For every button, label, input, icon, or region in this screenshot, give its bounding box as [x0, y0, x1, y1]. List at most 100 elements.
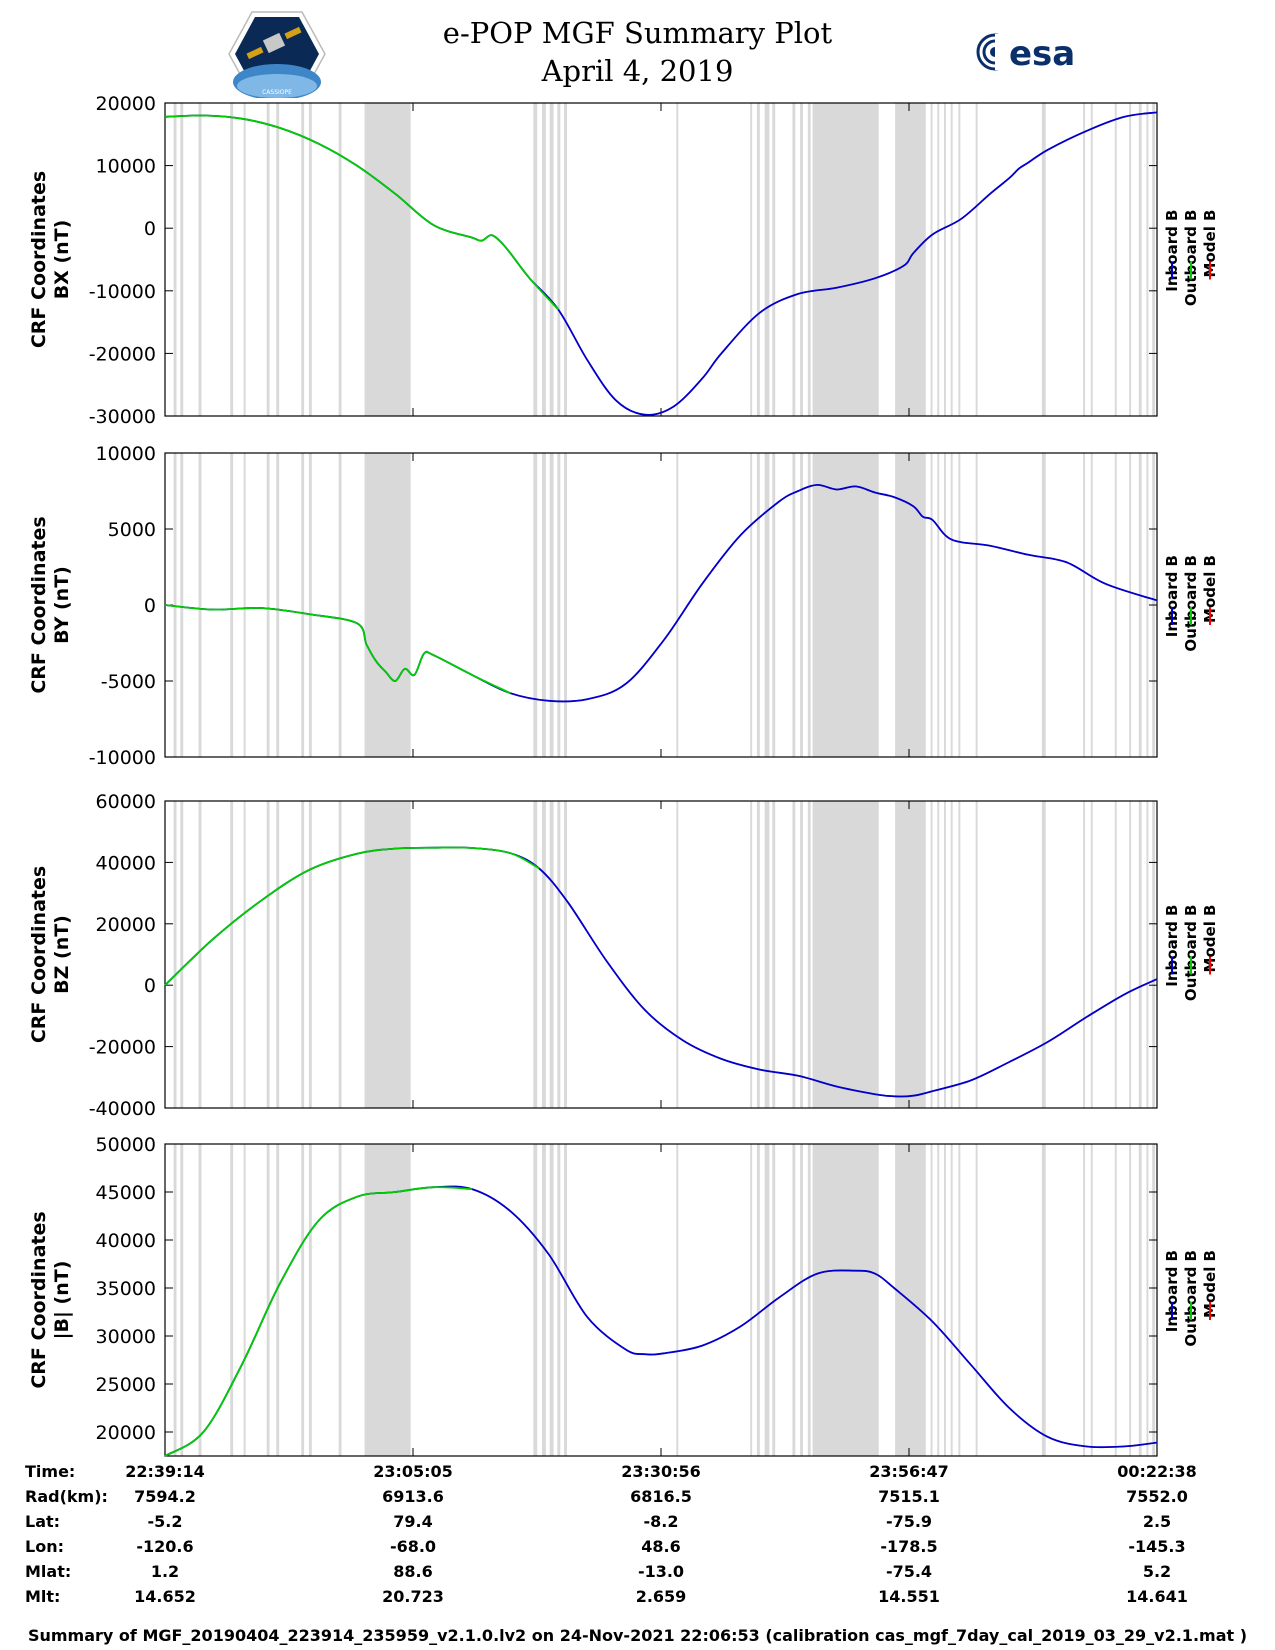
data-gap-band: [1090, 1144, 1093, 1456]
legend-label: Model B: [1201, 210, 1219, 278]
data-gap-band: [676, 103, 679, 416]
data-gap-band: [812, 103, 879, 416]
data-gap-band: [800, 1144, 803, 1456]
data-gap-band: [230, 103, 234, 416]
data-gap-band: [800, 801, 803, 1108]
data-gap-band: [750, 801, 753, 1108]
y-axis-label-line-1: CRF Coordinates: [28, 516, 50, 693]
info-cell: 14.551: [878, 1587, 940, 1606]
data-gap-band: [266, 103, 270, 416]
data-gap-band: [230, 801, 234, 1108]
info-cell: -13.0: [637, 1562, 685, 1581]
info-cell: -75.9: [885, 1512, 933, 1531]
data-gap-band: [243, 453, 246, 757]
info-row-label: Lat:: [25, 1512, 61, 1531]
data-gap-band: [276, 1144, 280, 1456]
info-row-label: Lon:: [25, 1537, 64, 1556]
data-gap-band: [812, 1144, 879, 1456]
info-cell: 7552.0: [1126, 1487, 1188, 1506]
info-row-label: Mlt:: [25, 1587, 61, 1606]
legend-label: Inboard B: [1163, 555, 1181, 637]
plot-frame: [164, 1143, 1158, 1457]
data-gap-band: [1129, 1144, 1132, 1456]
data-gap-band: [266, 801, 270, 1108]
info-cell: -75.4: [885, 1562, 933, 1581]
data-gap-band: [198, 453, 202, 757]
series-model-line: [164, 111, 1158, 416]
info-cell: 48.6: [641, 1537, 681, 1556]
y-tick-label: 40000: [96, 852, 156, 874]
series-inboard-line: [164, 111, 1158, 416]
data-gap-band: [301, 103, 305, 416]
y-axis-label-line-2: BX (nT): [51, 220, 73, 300]
cassiope-logo: CASSIOPE: [228, 11, 326, 98]
data-gap-band: [930, 1144, 933, 1456]
data-gap-band: [301, 1144, 305, 1456]
info-cell: 20.723: [382, 1587, 444, 1606]
data-gap-band: [364, 103, 411, 416]
y-tick-label: 20000: [96, 914, 156, 936]
legend: Inboard B Outboard B Model B: [1163, 1250, 1219, 1347]
y-tick-label: 60000: [96, 791, 156, 813]
y-tick-label: 50000: [96, 1134, 156, 1156]
data-gap-band: [198, 801, 202, 1108]
info-cell: 6816.5: [630, 1487, 692, 1506]
info-row-label: Rad(km):: [25, 1487, 108, 1506]
info-cell: 00:22:38: [1117, 1462, 1197, 1481]
legend-label: Inboard B: [1163, 1250, 1181, 1332]
data-gap-band: [756, 1144, 760, 1456]
data-gap-band: [198, 1144, 202, 1456]
series-outboard-line: [164, 114, 559, 311]
data-gap-band: [338, 1144, 342, 1456]
y-tick-label: 0: [144, 218, 156, 240]
data-gap-band: [930, 453, 933, 757]
title-line-1: e-POP MGF Summary Plot: [442, 16, 833, 50]
data-gap-band: [180, 103, 184, 416]
legend-label: Inboard B: [1163, 210, 1181, 292]
data-gap-band: [800, 103, 803, 416]
data-gap-band: [764, 103, 768, 416]
data-gap-band: [1146, 453, 1149, 757]
info-cell: 6913.6: [382, 1487, 444, 1506]
data-gap-band: [243, 801, 246, 1108]
data-gap-band: [308, 1144, 312, 1456]
data-gap-band: [764, 801, 768, 1108]
data-gap-band: [542, 1144, 546, 1456]
orbit-info-table: Time: 22:39:14 23:05:05 23:30:56 23:56:47 00:…: [0, 1462, 1275, 1632]
data-gap-band: [564, 1144, 567, 1456]
data-gap-band: [230, 1144, 234, 1456]
data-gap-band: [557, 453, 561, 757]
data-gap-band: [276, 801, 280, 1108]
data-gap-band: [1146, 801, 1149, 1108]
data-gap-band: [807, 103, 811, 416]
legend: Inboard B Outboard B Model B: [1163, 555, 1219, 652]
data-gap-band: [364, 801, 411, 1108]
data-gap-band: [756, 453, 760, 757]
series-inboard-line: [164, 483, 1158, 703]
data-gap-band: [301, 801, 305, 1108]
y-tick-label: -40000: [89, 1098, 156, 1120]
data-gap-band: [676, 453, 679, 757]
data-gap-band: [1090, 103, 1093, 416]
data-gap-band: [766, 801, 770, 1108]
info-cell: -8.2: [643, 1512, 679, 1531]
y-tick-label: 40000: [96, 1230, 156, 1252]
data-gap-band: [1041, 1144, 1046, 1456]
data-gap-band: [173, 103, 177, 416]
data-gap-band: [975, 1144, 978, 1456]
data-gap-band: [173, 1144, 177, 1456]
y-tick-label: 0: [144, 595, 156, 617]
data-gap-band: [895, 103, 926, 416]
data-gap-band: [676, 1144, 679, 1456]
data-gap-band: [944, 1144, 946, 1456]
panel-bx: 20000 10000 0 -10000 -20000 -30000 CRF Coordin…: [28, 93, 1219, 428]
title-line-2: April 4, 2019: [541, 54, 734, 88]
data-gap-band: [950, 1144, 953, 1456]
info-cell: 7515.1: [878, 1487, 940, 1506]
data-gap-band: [1083, 801, 1086, 1108]
legend-label: Inboard B: [1163, 905, 1181, 987]
legend: Inboard B Outboard B Model B: [1163, 905, 1219, 1002]
y-axis-label: CRF CoordinatesBZ (nT): [28, 866, 73, 1043]
data-gap-band: [950, 453, 953, 757]
info-cell: -178.5: [880, 1537, 938, 1556]
